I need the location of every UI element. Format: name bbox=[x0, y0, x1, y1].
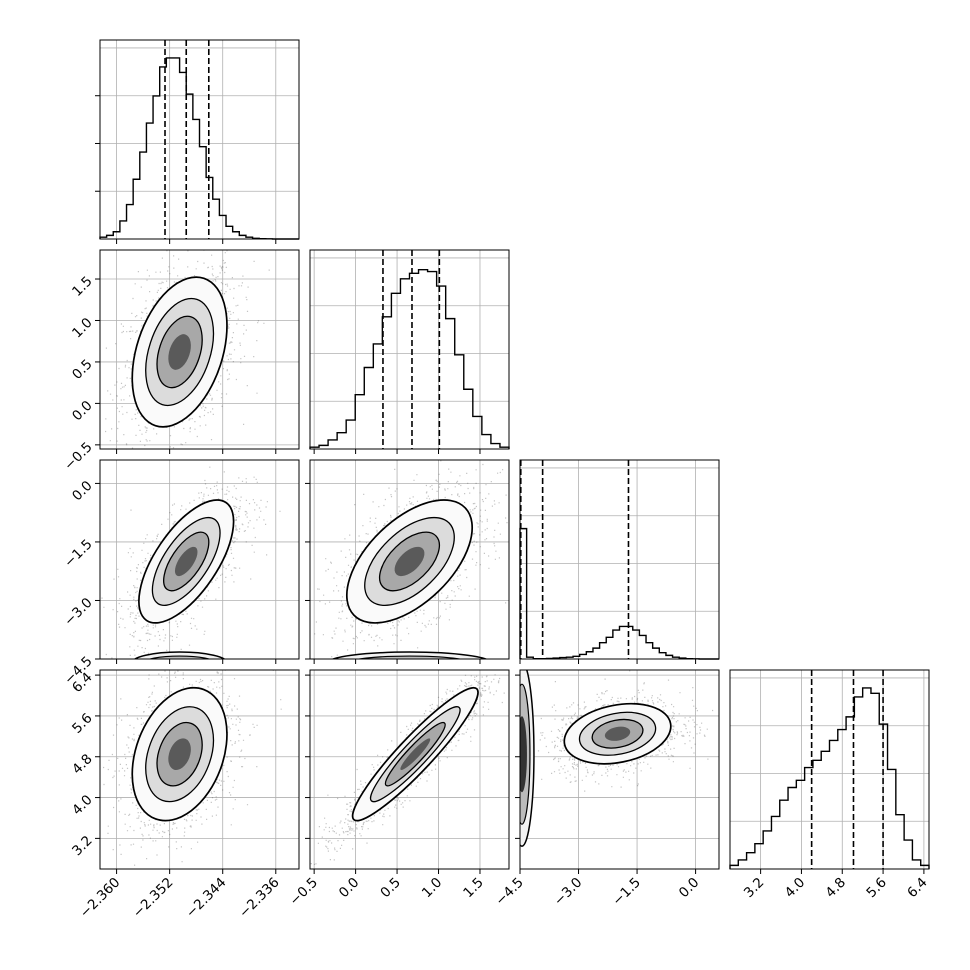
y-tick-label: 5.6 bbox=[69, 710, 96, 737]
panel-background bbox=[310, 250, 509, 449]
density-core bbox=[377, 660, 443, 668]
x-tick-label: 5.6 bbox=[863, 875, 890, 902]
x-tick-label: 1.0 bbox=[419, 875, 446, 902]
panel-background bbox=[520, 670, 719, 869]
x-tick-label: −2.360 bbox=[77, 875, 124, 922]
y-tick-label: −3.0 bbox=[61, 595, 95, 629]
y-tick-label: 4.0 bbox=[69, 792, 96, 819]
x-tick-label: 3.2 bbox=[741, 875, 768, 902]
x-tick-label: 4.8 bbox=[823, 875, 850, 902]
x-tick-label: 0.0 bbox=[336, 875, 363, 902]
y-tick-label: 0.0 bbox=[69, 398, 96, 425]
density-contour bbox=[148, 655, 212, 659]
x-tick-label: −3.0 bbox=[551, 875, 585, 909]
histogram-panel-4 bbox=[729, 669, 930, 870]
scatter-panel-4-3 bbox=[519, 669, 720, 870]
histogram-step bbox=[309, 269, 510, 449]
x-tick-label: 1.5 bbox=[460, 875, 487, 902]
panel-content bbox=[100, 250, 299, 449]
panel-content bbox=[310, 460, 509, 668]
panel-frame bbox=[99, 39, 300, 240]
y-tick-label: 1.0 bbox=[69, 315, 96, 342]
y-tick-label: 3.2 bbox=[69, 833, 96, 860]
y-axis-param-2: −0.5 0.0 0.5 1.0 1.5 bbox=[61, 273, 100, 474]
y-tick-label: −0.5 bbox=[61, 439, 95, 473]
x-tick-label: 0.5 bbox=[377, 875, 404, 902]
y-tick-label: 4.8 bbox=[69, 751, 96, 778]
x-tick-label: 4.0 bbox=[782, 875, 809, 902]
scatter-panel-4-2 bbox=[309, 669, 510, 870]
histogram-panel-3 bbox=[519, 459, 720, 660]
panel-frame bbox=[519, 459, 720, 660]
x-tick-label: −2.352 bbox=[130, 875, 177, 922]
x-tick-label: −0.5 bbox=[286, 875, 320, 909]
panel-background bbox=[730, 670, 929, 869]
density-core bbox=[160, 660, 198, 668]
density-contour bbox=[394, 546, 425, 577]
panel-content bbox=[100, 670, 299, 869]
x-tick-label: −1.5 bbox=[609, 875, 643, 909]
panel-frame bbox=[99, 249, 300, 450]
scatter-panel-2-1 bbox=[99, 249, 300, 450]
histogram-panel-1 bbox=[95, 39, 300, 240]
x-tick-label: 6.4 bbox=[904, 875, 931, 902]
panel-frame bbox=[99, 459, 300, 660]
density-core bbox=[520, 716, 527, 793]
panel-frame bbox=[729, 669, 930, 870]
density-contour bbox=[174, 546, 198, 577]
panel-content bbox=[520, 670, 719, 869]
density-contour bbox=[604, 726, 631, 741]
panel-frame bbox=[309, 249, 510, 450]
density-contour bbox=[355, 655, 464, 659]
panel-frame bbox=[309, 669, 510, 870]
panel-frame bbox=[309, 459, 510, 660]
histogram-step bbox=[519, 527, 719, 660]
density-contour bbox=[400, 738, 431, 771]
scatter-panel-3-2 bbox=[309, 459, 510, 668]
histogram-step bbox=[99, 57, 299, 240]
panel-frame bbox=[99, 669, 300, 870]
x-tick-label: −2.336 bbox=[236, 875, 283, 922]
density-contour bbox=[168, 738, 191, 771]
scatter-panel-3-1 bbox=[99, 459, 300, 668]
density-contour bbox=[168, 334, 191, 370]
histogram-step bbox=[729, 687, 930, 869]
x-tick-label: 0.0 bbox=[676, 875, 703, 902]
y-tick-label: 0.0 bbox=[69, 478, 96, 505]
panel-content bbox=[310, 670, 509, 869]
panel-content bbox=[100, 460, 299, 668]
x-tick-label: −4.5 bbox=[492, 875, 526, 909]
x-tick-label: −2.344 bbox=[183, 875, 230, 922]
histogram-panel-2 bbox=[309, 249, 510, 450]
y-tick-label: −1.5 bbox=[61, 536, 95, 570]
panel-frame bbox=[519, 669, 720, 870]
y-tick-label: 0.5 bbox=[69, 356, 96, 383]
x-axis-param-4: 3.2 4.0 4.8 5.6 6.4 bbox=[741, 869, 931, 901]
y-tick-label: 1.5 bbox=[69, 273, 96, 300]
scatter-panel-4-1 bbox=[99, 669, 300, 870]
